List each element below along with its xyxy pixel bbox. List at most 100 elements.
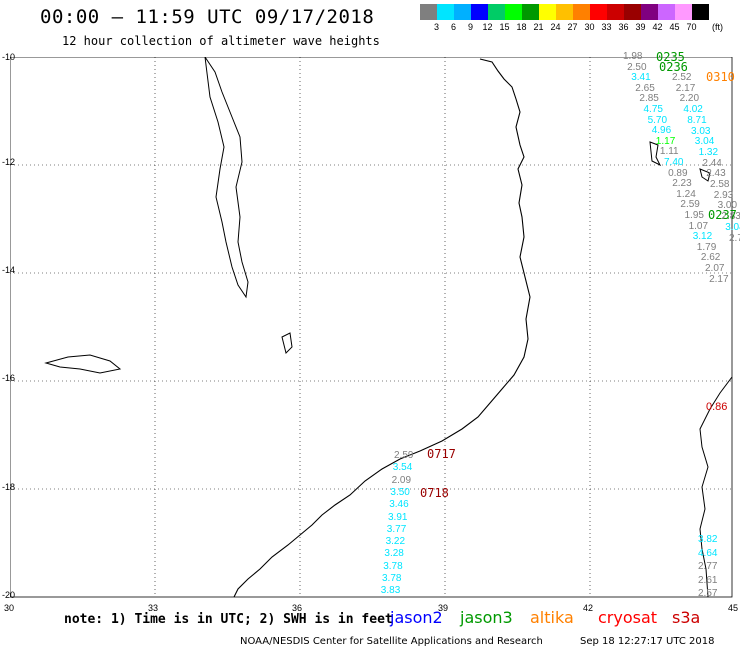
map-subtitle: 12 hour collection of altimeter wave hei… xyxy=(62,34,380,48)
lake-small xyxy=(281,332,293,354)
lon-label-39: 39 xyxy=(438,603,449,613)
footer-note: note: 1) Time is in UTC; 2) SWH is in fe… xyxy=(64,612,393,627)
swh-observation: 2.59 xyxy=(394,450,414,461)
swh-observation: 2.44 xyxy=(702,157,722,169)
swh-observation: 3.91 xyxy=(388,511,408,523)
colorbar-tick-label: 70 xyxy=(686,22,697,32)
colorbar-tick-label: 33 xyxy=(601,22,612,32)
swh-observation: 7.40 xyxy=(664,157,684,168)
colorbar-tick-label: 30 xyxy=(584,22,595,32)
swh-observation: 2.93 xyxy=(713,189,734,201)
swh-observation: 3.22 xyxy=(385,536,406,548)
swh-observation: 2.58 xyxy=(710,179,730,190)
legend-altika: altika xyxy=(530,608,574,627)
lat-label-16: -16 xyxy=(2,373,16,383)
map-canvas xyxy=(10,57,733,598)
time-label-0718: 0718 xyxy=(420,486,449,500)
lake-malawi xyxy=(204,57,249,299)
lat-label-14: -14 xyxy=(2,265,16,275)
swh-observation: 0.89 xyxy=(668,167,688,179)
swh-observation: 3.77 xyxy=(386,523,407,535)
swh-observation: 2.23 xyxy=(672,178,692,190)
lake-west xyxy=(44,354,122,374)
lat-lon-grid xyxy=(10,57,732,597)
swh-observation: 8.71 xyxy=(687,114,707,126)
swh-observation: 3.83 xyxy=(380,585,401,597)
swh-observation: 2.17 xyxy=(675,82,696,94)
swh-observation: 2.59 xyxy=(680,199,700,211)
colorbar-swatch xyxy=(675,4,692,20)
swh-observation: 2.09 xyxy=(391,474,412,486)
swh-observation: 3.00 xyxy=(717,200,738,212)
swh-observation: 2.65 xyxy=(635,82,655,94)
swh-observation: 2.61 xyxy=(698,574,718,586)
swh-observation: 1.79 xyxy=(696,241,717,253)
colorbar-tick-label: 45 xyxy=(669,22,680,32)
colorbar-swatch xyxy=(607,4,624,20)
legend-s3a: s3a xyxy=(672,608,701,627)
swh-observation: 3.78 xyxy=(383,560,403,572)
swh-observation: 4.75 xyxy=(643,104,663,115)
legend-jason2: jason2 xyxy=(390,608,443,627)
colorbar-tick-label: 6 xyxy=(450,22,456,32)
swh-observation: 3.82 xyxy=(698,534,718,545)
time-label-0236: 0236 xyxy=(659,60,688,74)
colorbar-swatch xyxy=(539,4,556,20)
legend-jason3: jason3 xyxy=(460,608,513,627)
colorbar-swatch xyxy=(420,4,437,20)
swh-observation: 3.04 xyxy=(725,221,740,233)
swh-observation: 2.77 xyxy=(729,232,740,244)
coastline-africa xyxy=(233,58,531,598)
swh-observation: 1.32 xyxy=(698,146,719,158)
legend-cryosat: cryosat xyxy=(598,608,658,627)
colorbar-swatch xyxy=(471,4,488,20)
colorbar-tick-label: 3 xyxy=(433,22,439,32)
swh-observation: 1.95 xyxy=(684,210,704,221)
swh-observation: 3.41 xyxy=(631,72,651,84)
swh-observation: 4.02 xyxy=(683,104,703,116)
island-2 xyxy=(699,168,711,182)
swh-observation: 2.20 xyxy=(679,93,700,105)
swh-observation: 2.43 xyxy=(706,168,726,180)
swh-observation: 4.64 xyxy=(698,547,718,559)
time-label-0235: 0235 xyxy=(656,50,685,64)
colorbar-swatch xyxy=(573,4,590,20)
colorbar-swatch xyxy=(522,4,539,20)
time-label-0237: 0237 xyxy=(708,208,737,222)
colorbar-tick-label: 27 xyxy=(567,22,578,32)
swh-observation: 2.57 xyxy=(698,588,718,599)
lat-label-12: -12 xyxy=(2,157,16,167)
swh-observation: 1.24 xyxy=(676,188,696,200)
swh-observation: 5.70 xyxy=(647,114,668,126)
swh-observation: 2.07 xyxy=(705,263,725,274)
colorbar-unit: (ft) xyxy=(712,22,723,32)
swh-observation: 2.77 xyxy=(698,561,718,572)
swh-observation: 3.54 xyxy=(392,462,413,474)
swh-observation: 3.46 xyxy=(389,499,409,511)
swh-observation: 1.17 xyxy=(655,135,676,147)
comoros-island xyxy=(649,141,662,167)
colorbar-swatch xyxy=(641,4,658,20)
time-label-0310: 0310 xyxy=(706,70,735,84)
swh-observation: 4.96 xyxy=(651,125,672,137)
colorbar-swatch xyxy=(454,4,471,20)
red-observation: 0.86 xyxy=(706,401,728,413)
swh-observation: 3.03 xyxy=(691,125,711,137)
swh-observation: 2.62 xyxy=(700,252,721,264)
colorbar-swatch xyxy=(556,4,573,20)
colorbar-swatch xyxy=(692,4,709,20)
swh-observation: 3.28 xyxy=(384,548,404,560)
colorbar-tick-label: 12 xyxy=(482,22,493,32)
colorbar-swatch xyxy=(590,4,607,20)
swh-observation: 1.07 xyxy=(688,220,709,232)
swh-observation: 3.12 xyxy=(692,231,713,243)
colorbar-tick-label: 15 xyxy=(499,22,510,32)
lat-label-10: -10 xyxy=(2,52,16,62)
swh-observation: 2.85 xyxy=(639,93,659,105)
coastline-madagascar xyxy=(699,376,733,598)
lat-label-20: -20 xyxy=(2,590,16,600)
colorbar-tick-label: 36 xyxy=(618,22,629,32)
colorbar-tick-label: 39 xyxy=(635,22,646,32)
colorbar-scale-labels: 3 6 9 12 15 18 21 24 27 30 33 36 39 42 45 70 xyxy=(420,22,700,32)
colorbar-swatch xyxy=(488,4,505,20)
